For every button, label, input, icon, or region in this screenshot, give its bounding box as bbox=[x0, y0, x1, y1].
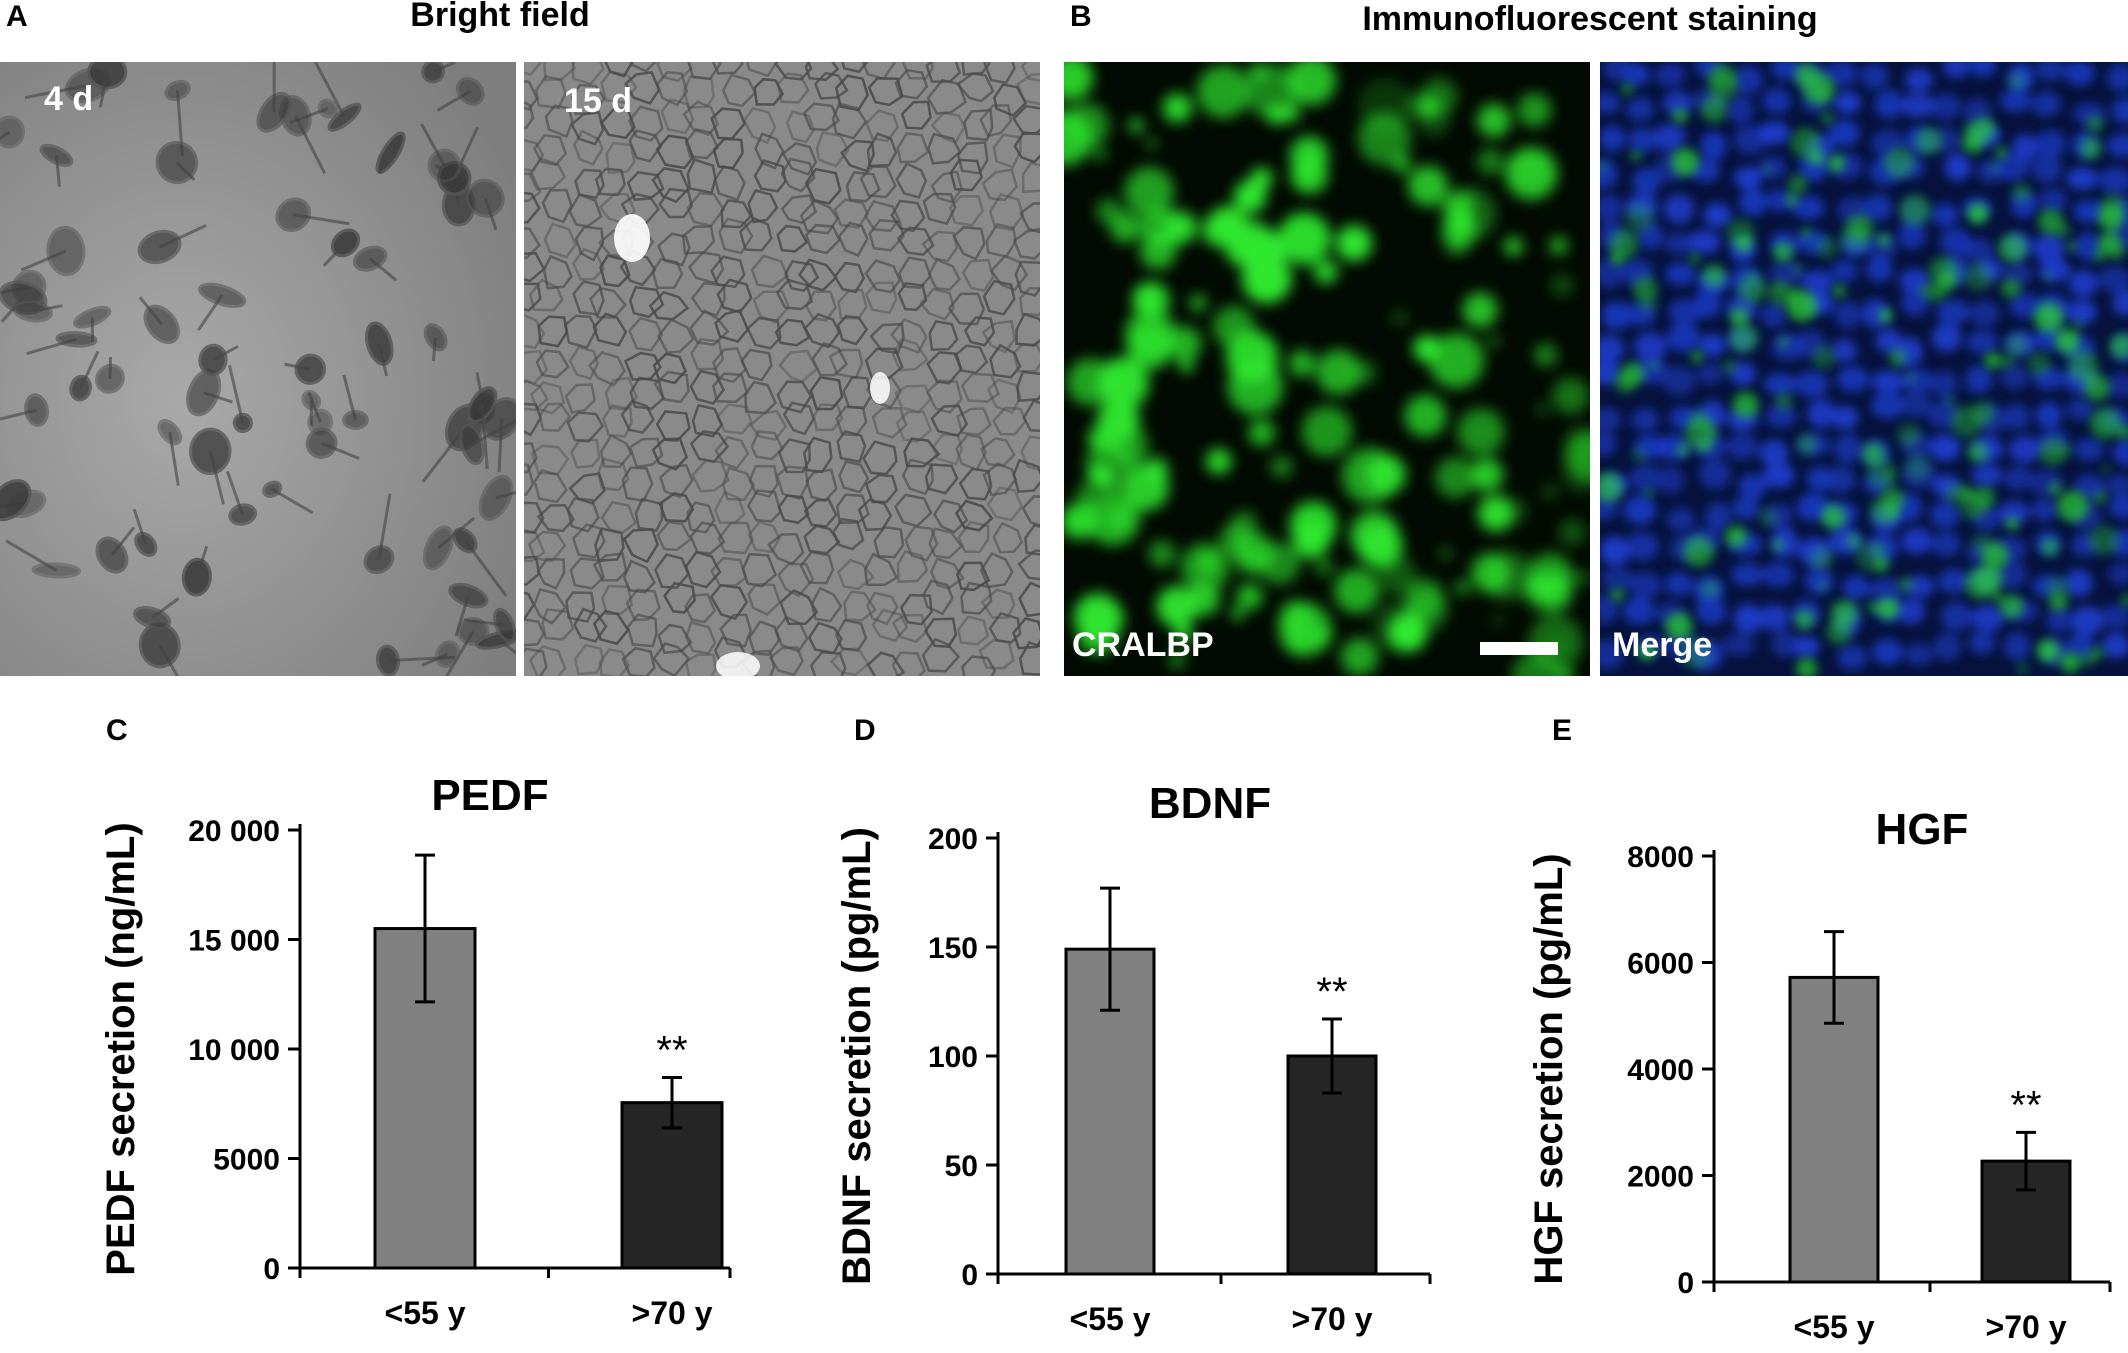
chart-title: PEDF bbox=[431, 771, 548, 820]
y-tick-label: 2000 bbox=[1627, 1161, 1694, 1194]
x-tick-label: <55 y bbox=[1794, 1309, 1875, 1345]
chart-e-hgf: E HGF HGF secretion (pg/mL) 0 2000 4000 6000 80… bbox=[1520, 700, 2128, 1348]
y-tick-label: 0 bbox=[1677, 1267, 1694, 1300]
significance-marker: ** bbox=[656, 1028, 687, 1072]
x-tick-label: >70 y bbox=[632, 1295, 713, 1331]
y-axis-label: HGF secretion (pg/mL) bbox=[1527, 853, 1571, 1284]
panel-a-heading: Bright field bbox=[300, 0, 700, 35]
scale-bar bbox=[1480, 642, 1558, 655]
day-4-tag: 4 d bbox=[44, 80, 93, 119]
chart-d-bdnf: D BDNF BDNF secretion (pg/mL) 0 50 100 150 200 <… bbox=[830, 700, 1470, 1348]
cralbp-fluorescence-image bbox=[1064, 62, 1590, 676]
y-tick-label: 5000 bbox=[213, 1144, 280, 1177]
y-tick-label: 50 bbox=[945, 1150, 978, 1183]
y-axis-label: PEDF secretion (ng/mL) bbox=[99, 822, 143, 1275]
chart-c-pedf: C PEDF PEDF secretion (ng/mL) 0 5000 10 000 15… bbox=[90, 700, 790, 1348]
x-tick-label: >70 y bbox=[1986, 1309, 2067, 1345]
cralbp-tag: CRALBP bbox=[1072, 626, 1214, 665]
panel-b-heading: Immunofluorescent staining bbox=[1310, 0, 1870, 39]
y-tick-label: 10 000 bbox=[188, 1034, 280, 1067]
merge-tag: Merge bbox=[1612, 626, 1712, 665]
panel-b-label: B bbox=[1070, 0, 1092, 34]
day-15-tag: 15 d bbox=[564, 82, 632, 121]
brightfield-image-4d bbox=[0, 62, 516, 676]
significance-marker: ** bbox=[2010, 1083, 2041, 1127]
y-tick-label: 150 bbox=[928, 932, 978, 965]
x-tick-label: <55 y bbox=[385, 1295, 466, 1331]
y-axis-label: BDNF secretion (pg/mL) bbox=[835, 827, 879, 1285]
panel-label: D bbox=[854, 714, 876, 747]
y-tick-label: 6000 bbox=[1627, 948, 1694, 981]
chart-title: BDNF bbox=[1149, 779, 1271, 828]
merge-fluorescence-image bbox=[1600, 62, 2128, 676]
y-tick-label: 100 bbox=[928, 1041, 978, 1074]
y-tick-label: 20 000 bbox=[188, 815, 280, 848]
panel-label: C bbox=[106, 714, 128, 747]
y-tick-label: 0 bbox=[263, 1253, 280, 1286]
y-tick-label: 8000 bbox=[1627, 841, 1694, 874]
chart-title: HGF bbox=[1876, 805, 1969, 854]
y-tick-label: 15 000 bbox=[188, 925, 280, 958]
panel-a-label: A bbox=[6, 0, 28, 34]
panel-label: E bbox=[1552, 714, 1572, 747]
y-tick-label: 200 bbox=[928, 823, 978, 856]
x-tick-label: <55 y bbox=[1070, 1301, 1151, 1337]
brightfield-image-15d bbox=[524, 62, 1040, 676]
y-tick-label: 0 bbox=[961, 1259, 978, 1292]
y-tick-label: 4000 bbox=[1627, 1054, 1694, 1087]
significance-marker: ** bbox=[1316, 970, 1347, 1014]
x-tick-label: >70 y bbox=[1292, 1301, 1373, 1337]
